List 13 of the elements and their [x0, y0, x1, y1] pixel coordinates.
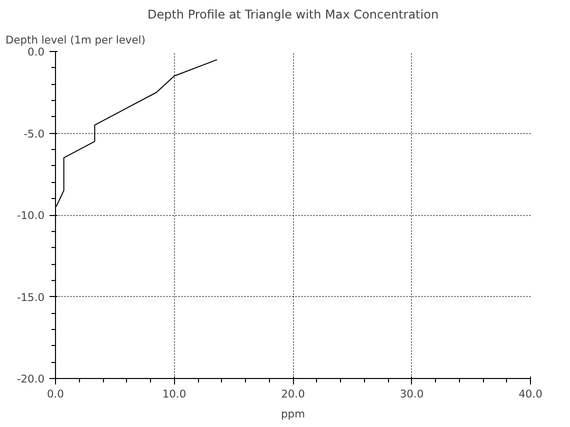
y-axis-title: Depth level (1m per level)	[6, 34, 146, 46]
x-tick-label: 30.0	[400, 388, 424, 400]
x-axis-title: ppm	[281, 408, 305, 420]
chart-title: Depth Profile at Triangle with Max Concentration	[147, 8, 439, 22]
x-tick-label: 10.0	[162, 388, 186, 400]
y-tick-label: 0.0	[28, 46, 45, 58]
x-tick-label: 20.0	[281, 388, 306, 400]
x-tick-label: 0.0	[47, 388, 64, 400]
y-tick-label: -20.0	[16, 372, 45, 386]
y-tick-label: -10.0	[16, 209, 45, 222]
x-tick-label: 40.0	[518, 388, 543, 400]
y-tick-label: -15.0	[16, 290, 45, 304]
y-tick-label: -5.0	[24, 127, 45, 140]
